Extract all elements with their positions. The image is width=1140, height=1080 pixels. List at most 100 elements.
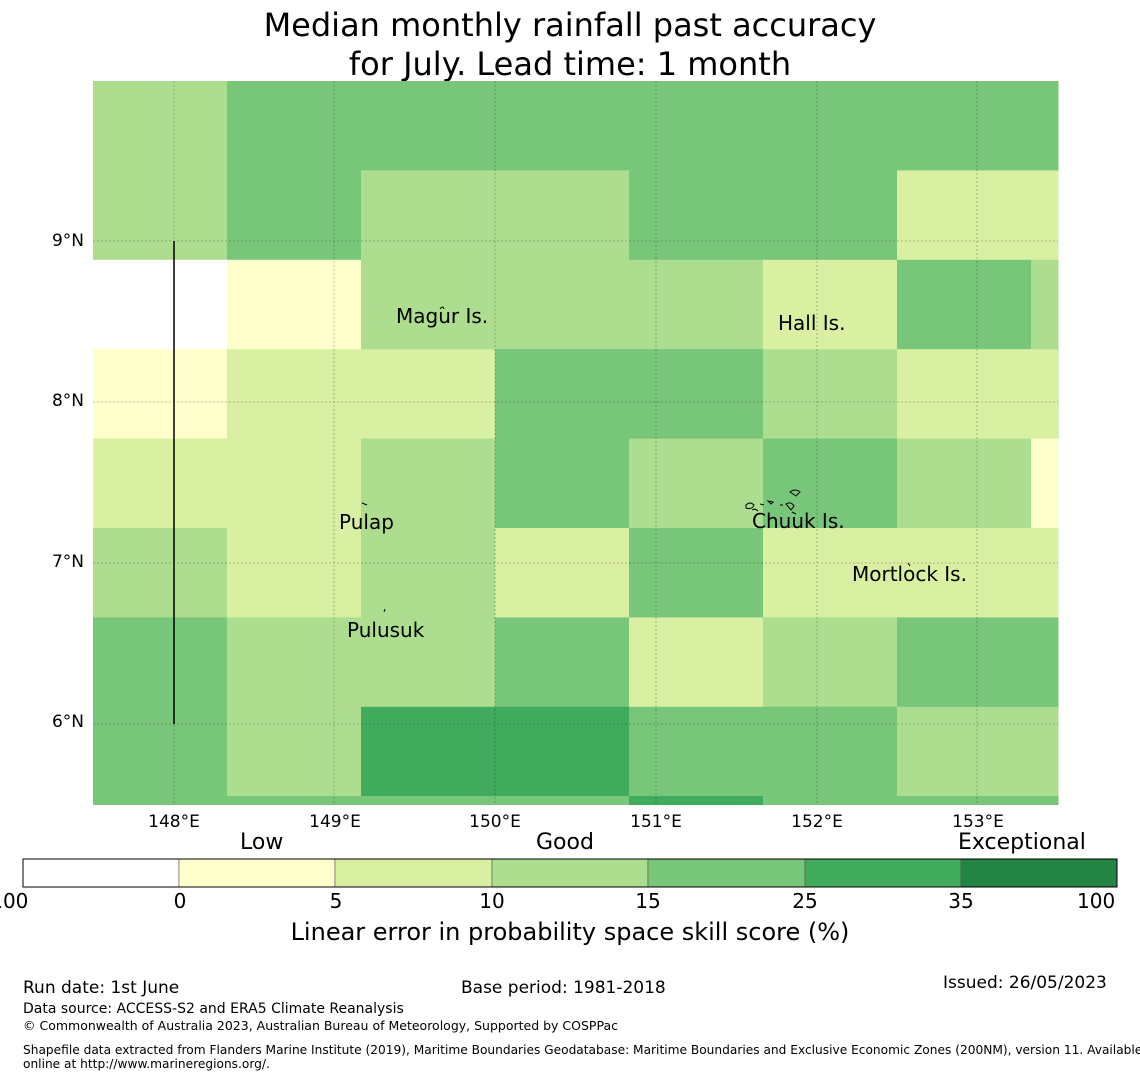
grid-cell	[629, 528, 764, 618]
grid-cell	[93, 438, 228, 529]
grid-cell-strip	[763, 796, 898, 805]
colorbar-tick-0: 0	[173, 889, 187, 913]
copyright: © Commonwealth of Australia 2023, Austra…	[23, 1018, 618, 1033]
shapefile-credit-line2: online at http://www.marineregions.org/.	[23, 1057, 270, 1071]
grid-cell	[495, 81, 630, 171]
grid-cell	[227, 259, 362, 350]
grid-cell	[763, 528, 898, 618]
grid-cell-edge	[1031, 349, 1058, 440]
grid-cell	[763, 349, 898, 440]
grid-cell	[227, 617, 362, 708]
base-period: Base period: 1981-2018	[461, 978, 666, 998]
colorbar-tick-25: 25	[792, 889, 818, 913]
grid-cell	[93, 259, 228, 350]
colorbar-swatch	[334, 858, 493, 888]
grid-cell	[897, 170, 1032, 261]
grid-cell-edge	[1031, 438, 1058, 529]
grid-cell	[227, 81, 362, 171]
grid-cell	[495, 170, 630, 261]
grid-cell	[897, 617, 1032, 708]
grid-cell	[629, 438, 764, 529]
issued-date: Issued: 26/05/2023	[943, 973, 1107, 993]
grid-cell	[629, 81, 764, 171]
lon-label-150e: 150°E	[469, 812, 521, 832]
colorbar-swatch	[491, 858, 649, 888]
grid-cell	[361, 349, 496, 440]
grid-cell-strip	[897, 796, 1032, 805]
grid-cell	[897, 81, 1032, 171]
grid-cell	[629, 706, 764, 797]
colorbar	[22, 858, 1118, 888]
grid-cell	[629, 170, 764, 261]
colorbar-frame	[22, 858, 1118, 888]
colorbar-tick-5: 5	[329, 889, 343, 913]
grid-cell	[361, 81, 496, 171]
grid-cell-edge	[1031, 528, 1058, 618]
grid-cell-strip	[629, 796, 764, 805]
place-label-chuuk: Chuuk Is.	[752, 509, 845, 533]
grid-cell	[227, 706, 362, 797]
grid-cell	[763, 706, 898, 797]
chuuk-islands-shape	[745, 489, 801, 515]
grid-cell-strip	[1031, 796, 1059, 805]
grid-cell	[361, 528, 496, 618]
colorbar-swatch	[178, 858, 336, 888]
grid-cell	[763, 438, 898, 529]
grid-cell	[897, 349, 1032, 440]
grid-cell	[361, 706, 496, 797]
grid-cell-strip	[227, 796, 362, 805]
grid-cell	[361, 170, 496, 261]
colorbar-tick-35: 35	[948, 889, 974, 913]
mortlock-island-shape	[907, 562, 911, 567]
grid-cell-edge	[1031, 617, 1058, 708]
grid-cell	[763, 81, 898, 171]
pulap-island-shape	[361, 502, 368, 506]
pulusuk-island-shape	[383, 608, 386, 613]
shapefile-credit-line1: Shapefile data extracted from Flanders M…	[23, 1043, 1140, 1057]
colorbar-category-exceptional: Exceptional	[958, 830, 1086, 855]
grid-cell	[629, 617, 764, 708]
map-title-line1: Median monthly rainfall past accuracy	[263, 6, 877, 44]
colorbar-tick-10: 10	[479, 889, 505, 913]
grid-cell	[897, 259, 1032, 350]
lon-label-152e: 152°E	[791, 812, 843, 832]
run-date: Run date: 1st June	[23, 978, 180, 998]
map-title-line2: for July. Lead time: 1 month	[348, 45, 792, 83]
grid-cell-edge	[1031, 259, 1058, 350]
grid-cell	[897, 706, 1032, 797]
lon-label-153e: 153°E	[952, 812, 1004, 832]
grid-cell	[897, 528, 1032, 618]
lon-label-148e: 148°E	[148, 812, 200, 832]
grid-cell	[93, 349, 228, 440]
grid-cell	[495, 438, 630, 529]
grid-cell	[495, 528, 630, 618]
grid-cell-edge	[1031, 170, 1058, 261]
colorbar-label: Linear error in probability space skill …	[290, 918, 850, 946]
place-label-hall: Hall Is.	[778, 311, 846, 335]
grid-cell	[227, 438, 362, 529]
colorbar-tick-minus100: -100	[0, 889, 29, 913]
colorbar-tick-15: 15	[635, 889, 661, 913]
lon-label-151e: 151°E	[630, 812, 682, 832]
grid-cell	[227, 170, 362, 261]
lon-label-149e: 149°E	[309, 812, 361, 832]
lat-label-9n: 9°N	[51, 231, 84, 251]
colorbar-swatch	[960, 858, 1118, 888]
place-label-magur: Magur Is.	[396, 304, 489, 328]
grid-cell	[93, 170, 228, 261]
colorbar-category-good: Good	[536, 830, 594, 855]
colorbar-tick-100: 100	[1077, 889, 1116, 913]
lat-label-8n: 8°N	[51, 391, 84, 411]
grid-cell-strip	[93, 796, 228, 805]
place-label-pulusuk: Pulusuk	[347, 618, 425, 642]
grid-cell	[227, 528, 362, 618]
grid-cell	[93, 81, 228, 171]
grid-cell	[361, 617, 496, 708]
grid-cell	[763, 617, 898, 708]
grid-cell	[93, 617, 228, 708]
lat-label-6n: 6°N	[51, 712, 84, 732]
grid-cell-edge	[1031, 81, 1058, 171]
magur-island-shape	[439, 306, 445, 310]
grid-cell	[897, 438, 1032, 529]
grid-cell-strip	[361, 796, 496, 805]
